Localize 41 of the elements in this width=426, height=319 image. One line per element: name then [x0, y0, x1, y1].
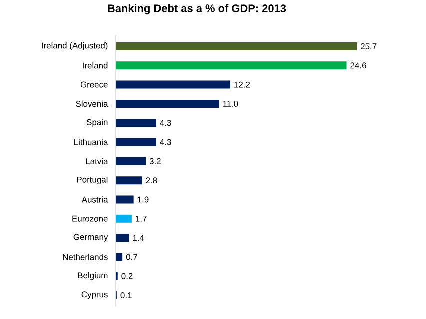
data-label: 25.7	[361, 44, 377, 50]
y-tick-label: Netherlands	[63, 254, 108, 260]
data-label: 24.6	[350, 62, 366, 69]
data-label: 1.9	[138, 196, 149, 203]
bar	[116, 42, 358, 50]
data-label: 0.2	[122, 273, 133, 280]
bar	[116, 138, 156, 146]
data-label: 1.7	[136, 216, 147, 222]
data-label: 12.2	[234, 82, 250, 88]
bar	[116, 80, 230, 89]
y-tick-label: Slovenia	[76, 100, 108, 108]
data-label: 0.7	[126, 254, 138, 260]
y-tick-label: Austria	[82, 196, 108, 203]
data-label: 11.0	[223, 100, 238, 107]
y-tick-label: Lithuania	[74, 139, 108, 146]
data-label: 3.2	[150, 158, 161, 164]
y-tick-label: Ireland	[83, 62, 108, 69]
bar	[116, 119, 156, 128]
chart-title: Banking Debt as a % of GDP: 2013	[108, 4, 286, 15]
y-tick-label: Greece	[80, 82, 108, 88]
bar	[116, 253, 123, 262]
y-tick-label: Spain	[86, 119, 108, 128]
bar	[116, 100, 220, 108]
y-tick-label: Germany	[74, 234, 108, 242]
y-tick-label: Belgium	[78, 272, 108, 280]
data-label: 0.1	[120, 292, 132, 299]
bar	[116, 157, 146, 166]
bar	[116, 214, 132, 223]
data-label: 4.3	[160, 120, 172, 126]
data-label: 1.4	[133, 235, 144, 241]
bar	[116, 176, 142, 185]
bar	[116, 234, 130, 242]
y-tick-label: Cyprus	[82, 292, 108, 300]
y-tick-label: Eurozone	[72, 216, 108, 222]
y-tick-label: Portugal	[77, 176, 108, 185]
y-tick-label: Ireland (Adjusted)	[42, 42, 108, 50]
y-tick-label: Latvia	[86, 158, 108, 165]
bar	[116, 62, 347, 70]
data-label: 2.8	[146, 178, 158, 184]
bar	[116, 196, 134, 204]
data-label: 4.3	[160, 139, 172, 146]
